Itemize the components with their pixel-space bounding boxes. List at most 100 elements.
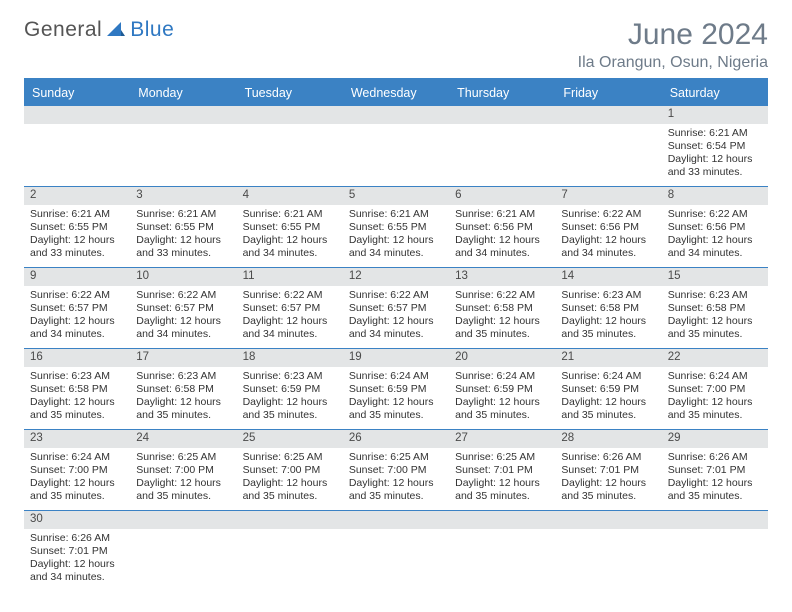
sunrise-text: Sunrise: 6:21 AM: [30, 208, 124, 221]
day-cell: Sunrise: 6:24 AMSunset: 6:59 PMDaylight:…: [555, 367, 661, 429]
day-number: 20: [449, 349, 555, 367]
week-row: Sunrise: 6:21 AMSunset: 6:55 PMDaylight:…: [24, 205, 768, 268]
day-number: [449, 511, 555, 529]
day2-text: and 33 minutes.: [30, 247, 124, 260]
page-subtitle: Ila Orangun, Osun, Nigeria: [578, 54, 768, 72]
day-cell: Sunrise: 6:24 AMSunset: 6:59 PMDaylight:…: [449, 367, 555, 429]
day-cell: [449, 124, 555, 186]
day-cell: [343, 529, 449, 591]
day2-text: and 35 minutes.: [455, 490, 549, 503]
day1-text: Daylight: 12 hours: [243, 234, 337, 247]
day2-text: and 35 minutes.: [455, 409, 549, 422]
day2-text: and 35 minutes.: [455, 328, 549, 341]
daynum-band: 16171819202122: [24, 349, 768, 367]
day2-text: and 34 minutes.: [243, 328, 337, 341]
day2-text: and 35 minutes.: [243, 490, 337, 503]
day-number: 12: [343, 268, 449, 286]
day-number: [130, 511, 236, 529]
day2-text: and 35 minutes.: [243, 409, 337, 422]
daynum-band: 23242526272829: [24, 430, 768, 448]
day1-text: Daylight: 12 hours: [30, 558, 124, 571]
sunrise-text: Sunrise: 6:21 AM: [455, 208, 549, 221]
day-number: 17: [130, 349, 236, 367]
day-cell: Sunrise: 6:26 AMSunset: 7:01 PMDaylight:…: [555, 448, 661, 510]
day-cell: Sunrise: 6:24 AMSunset: 6:59 PMDaylight:…: [343, 367, 449, 429]
day1-text: Daylight: 12 hours: [349, 315, 443, 328]
sunrise-text: Sunrise: 6:24 AM: [30, 451, 124, 464]
day1-text: Daylight: 12 hours: [349, 477, 443, 490]
day1-text: Daylight: 12 hours: [30, 477, 124, 490]
day-cell: Sunrise: 6:22 AMSunset: 6:57 PMDaylight:…: [237, 286, 343, 348]
day-cell: Sunrise: 6:26 AMSunset: 7:01 PMDaylight:…: [24, 529, 130, 591]
week-row: Sunrise: 6:24 AMSunset: 7:00 PMDaylight:…: [24, 448, 768, 511]
day1-text: Daylight: 12 hours: [668, 315, 762, 328]
week-row: Sunrise: 6:26 AMSunset: 7:01 PMDaylight:…: [24, 529, 768, 591]
dow-saturday: Saturday: [662, 80, 768, 106]
daynum-band: 1: [24, 106, 768, 124]
day-cell: Sunrise: 6:23 AMSunset: 6:59 PMDaylight:…: [237, 367, 343, 429]
day-cell: Sunrise: 6:24 AMSunset: 7:00 PMDaylight:…: [662, 367, 768, 429]
sunset-text: Sunset: 6:55 PM: [243, 221, 337, 234]
day-cell: [130, 529, 236, 591]
day-number: [343, 106, 449, 124]
sunrise-text: Sunrise: 6:25 AM: [136, 451, 230, 464]
sunrise-text: Sunrise: 6:24 AM: [455, 370, 549, 383]
day-number: 30: [24, 511, 130, 529]
brand-part2: Blue: [130, 18, 174, 42]
day1-text: Daylight: 12 hours: [243, 315, 337, 328]
day1-text: Daylight: 12 hours: [136, 234, 230, 247]
day-number: 22: [662, 349, 768, 367]
day-cell: Sunrise: 6:22 AMSunset: 6:57 PMDaylight:…: [130, 286, 236, 348]
day-cell: Sunrise: 6:25 AMSunset: 7:00 PMDaylight:…: [343, 448, 449, 510]
sunset-text: Sunset: 6:58 PM: [668, 302, 762, 315]
day-number: 14: [555, 268, 661, 286]
brand-logo: General Blue: [24, 18, 174, 42]
day1-text: Daylight: 12 hours: [455, 234, 549, 247]
day1-text: Daylight: 12 hours: [349, 234, 443, 247]
sunset-text: Sunset: 6:55 PM: [349, 221, 443, 234]
day-number: 3: [130, 187, 236, 205]
week-row: Sunrise: 6:23 AMSunset: 6:58 PMDaylight:…: [24, 367, 768, 430]
day-number: 23: [24, 430, 130, 448]
day2-text: and 35 minutes.: [668, 328, 762, 341]
daynum-band: 9101112131415: [24, 268, 768, 286]
sunset-text: Sunset: 6:55 PM: [136, 221, 230, 234]
calendar: Sunday Monday Tuesday Wednesday Thursday…: [24, 78, 768, 591]
day-number: 2: [24, 187, 130, 205]
day1-text: Daylight: 12 hours: [668, 234, 762, 247]
sunset-text: Sunset: 6:58 PM: [136, 383, 230, 396]
day1-text: Daylight: 12 hours: [136, 396, 230, 409]
sunrise-text: Sunrise: 6:23 AM: [136, 370, 230, 383]
day-cell: Sunrise: 6:22 AMSunset: 6:58 PMDaylight:…: [449, 286, 555, 348]
day-number: 16: [24, 349, 130, 367]
sunrise-text: Sunrise: 6:23 AM: [30, 370, 124, 383]
day2-text: and 35 minutes.: [30, 409, 124, 422]
day-number: [237, 511, 343, 529]
day-cell: [555, 529, 661, 591]
day2-text: and 35 minutes.: [30, 490, 124, 503]
sunset-text: Sunset: 7:00 PM: [349, 464, 443, 477]
day-number: 13: [449, 268, 555, 286]
day2-text: and 35 minutes.: [668, 490, 762, 503]
sunset-text: Sunset: 6:55 PM: [30, 221, 124, 234]
daynum-band: 2345678: [24, 187, 768, 205]
day2-text: and 34 minutes.: [243, 247, 337, 260]
day-cell: [130, 124, 236, 186]
day-number: 7: [555, 187, 661, 205]
day-cell: Sunrise: 6:21 AMSunset: 6:55 PMDaylight:…: [343, 205, 449, 267]
sunset-text: Sunset: 6:57 PM: [349, 302, 443, 315]
sunrise-text: Sunrise: 6:23 AM: [561, 289, 655, 302]
day1-text: Daylight: 12 hours: [561, 234, 655, 247]
dow-friday: Friday: [555, 80, 661, 106]
day-cell: Sunrise: 6:23 AMSunset: 6:58 PMDaylight:…: [662, 286, 768, 348]
sunrise-text: Sunrise: 6:22 AM: [561, 208, 655, 221]
day-number: 29: [662, 430, 768, 448]
day2-text: and 35 minutes.: [561, 490, 655, 503]
sunrise-text: Sunrise: 6:25 AM: [455, 451, 549, 464]
dow-tuesday: Tuesday: [237, 80, 343, 106]
sunrise-text: Sunrise: 6:24 AM: [349, 370, 443, 383]
day1-text: Daylight: 12 hours: [30, 396, 124, 409]
day-number: 25: [237, 430, 343, 448]
day-cell: Sunrise: 6:21 AMSunset: 6:54 PMDaylight:…: [662, 124, 768, 186]
sunrise-text: Sunrise: 6:24 AM: [561, 370, 655, 383]
